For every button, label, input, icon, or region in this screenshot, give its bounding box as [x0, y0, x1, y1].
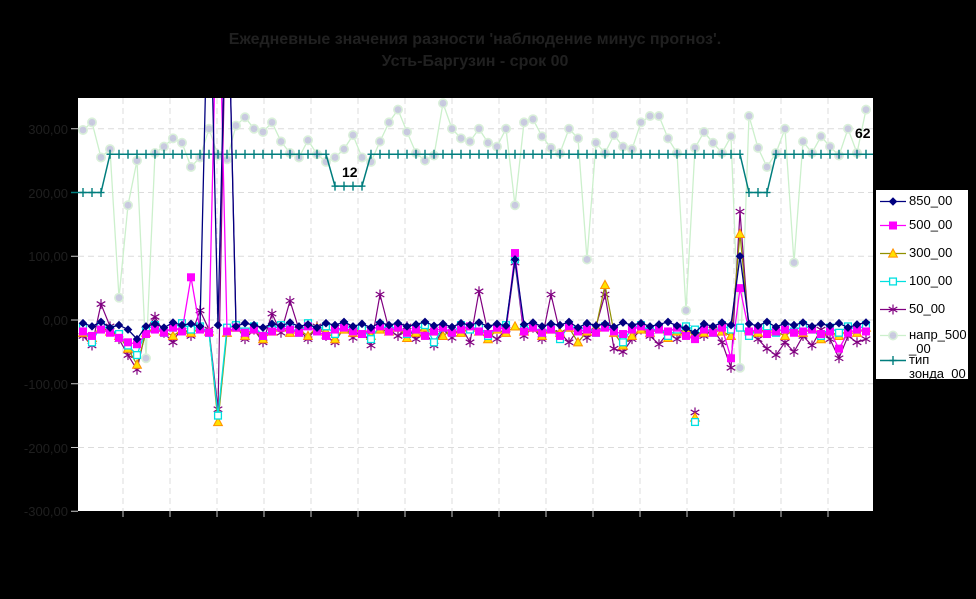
outlier-markers — [689, 407, 701, 427]
legend-marker-напр_500_00 — [880, 330, 906, 341]
legend-marker-100_00 — [880, 277, 906, 286]
chart-legend: 850_00 500_00 300_00 100_00 50_00 напр_500 _00… — [875, 189, 969, 380]
y-axis-label: 200,00 — [28, 185, 68, 201]
chart-title-line2: Усть-Баргузин - срок 00 — [381, 53, 569, 70]
y-axis-label: -100,00 — [23, 376, 68, 392]
legend-marker-850_00 — [880, 197, 906, 206]
legend-item-300_00: 300_00 — [879, 246, 952, 260]
annotation-step-12: 12 — [342, 164, 358, 180]
legend-marker-тип зонда_00 — [880, 356, 906, 365]
legend-item-напр_500_00: напр_500 _00 — [879, 328, 967, 355]
y-axis-label: -200,00 — [23, 440, 68, 456]
series-group — [71, 98, 873, 427]
y-axis-label: -300,00 — [23, 504, 68, 520]
legend-marker-300_00 — [880, 247, 906, 258]
chart-title: Ежедневные значения разности 'наблюдение… — [0, 29, 950, 73]
series-850_00 — [78, 98, 871, 344]
series-тип зонда_00 — [71, 149, 873, 197]
legend-label: напр_500 _00 — [909, 327, 967, 356]
legend-item-тип зонда_00: тип зонда_00 — [879, 353, 966, 380]
y-axis-label: 100,00 — [28, 249, 68, 265]
legend-label: 300_00 — [909, 245, 953, 260]
y-axis-label: 0,00 — [42, 313, 68, 328]
chart-title-line1: Ежедневные значения разности 'наблюдение… — [228, 31, 722, 48]
legend-label: 500_00 — [909, 217, 953, 232]
legend-marker-500_00 — [880, 221, 906, 230]
annotation-level-62: 62 — [855, 125, 871, 141]
plot-area — [78, 98, 873, 511]
legend-marker-50_00 — [880, 304, 906, 315]
legend-label: 50_00 — [909, 301, 946, 316]
legend-item-850_00: 850_00 — [879, 194, 952, 208]
legend-label: тип зонда_00 — [909, 352, 966, 381]
y-axis-label: 300,00 — [28, 121, 68, 137]
legend-label: 850_00 — [909, 193, 953, 208]
legend-item-100_00: 100_00 — [879, 274, 952, 288]
legend-label: 100_00 — [909, 273, 953, 288]
legend-item-500_00: 500_00 — [879, 218, 952, 232]
legend-item-50_00: 50_00 — [879, 302, 945, 316]
